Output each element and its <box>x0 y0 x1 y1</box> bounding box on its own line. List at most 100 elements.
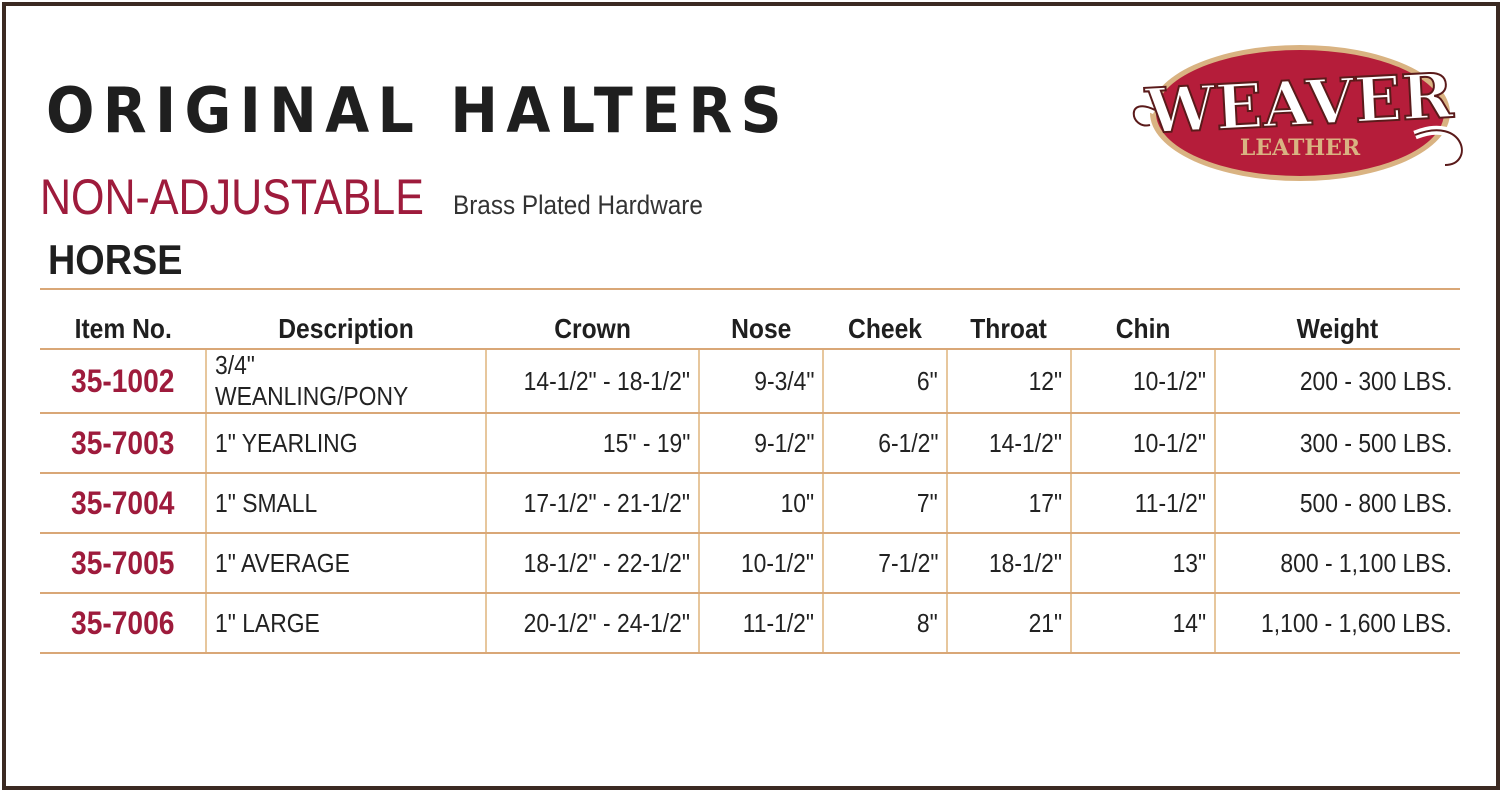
table-cell: 11-1/2" <box>698 593 823 654</box>
column-header: Chin <box>1071 310 1215 350</box>
cell-text: 3/4" WEANLING/PONY <box>215 350 409 411</box>
cell-text: 35-7005 <box>70 544 175 581</box>
cell-text: 11-1/2" <box>742 607 814 638</box>
cell-text: 35-7004 <box>70 484 175 521</box>
divider <box>40 288 1460 290</box>
category-heading: HORSE <box>48 236 183 283</box>
table-cell: 800 - 1,100 LBS. <box>1214 533 1460 594</box>
table-cell: 1" AVERAGE <box>205 533 486 594</box>
cell-text: 17-1/2" - 21-1/2" <box>523 487 690 518</box>
cell-text: 18-1/2" - 22-1/2" <box>523 547 690 578</box>
cell-text: 7" <box>917 487 938 518</box>
table-row: 35-7005 1" AVERAGE 18-1/2" - 22-1/2" 10-1/2… <box>40 533 1460 594</box>
table-cell: 14-1/2" - 18-1/2" <box>485 349 699 414</box>
cell-text: 35-7006 <box>70 604 175 641</box>
subtitle: NON-ADJUSTABLE <box>40 169 424 225</box>
table-cell: 500 - 800 LBS. <box>1214 473 1460 534</box>
table-cell: 17-1/2" - 21-1/2" <box>485 473 699 534</box>
cell-text: 9-3/4" <box>753 365 814 396</box>
item-number-cell: 35-7004 <box>40 473 206 534</box>
cell-text: 1" YEARLING <box>215 427 358 458</box>
cell-text: 7-1/2" <box>877 547 938 578</box>
cell-text: 10-1/2" <box>741 547 814 578</box>
table-row: 35-7006 1" LARGE 20-1/2" - 24-1/2" 11-1/2" 8… <box>40 593 1460 654</box>
column-header: Cheek <box>823 310 947 350</box>
cell-text: 14" <box>1172 607 1206 638</box>
table-row: 35-1002 3/4" WEANLING/PONY 14-1/2" - 18-1/… <box>40 349 1460 414</box>
hardware-label: Brass Plated Hardware <box>452 190 703 220</box>
cell-text: 12" <box>1028 365 1062 396</box>
cell-text: 6" <box>917 365 938 396</box>
cell-text: 10" <box>780 487 814 518</box>
table-header-row: Item No. Description Crown Nose Cheek Throat C… <box>40 310 1460 350</box>
cell-text: 1" AVERAGE <box>215 547 350 578</box>
table-cell: 1" YEARLING <box>205 413 486 474</box>
page-title: ORIGINAL HALTERS <box>46 74 790 147</box>
table-cell: 1" LARGE <box>205 593 486 654</box>
halter-size-table: Item No. Description Crown Nose Cheek Throat C… <box>40 310 1460 654</box>
table-cell: 8" <box>822 593 947 654</box>
cell-text: 35-1002 <box>70 362 175 399</box>
column-header-label: Nose <box>730 313 792 344</box>
cell-text: 8" <box>917 607 938 638</box>
table-cell: 7-1/2" <box>822 533 947 594</box>
cell-text: 17" <box>1028 487 1062 518</box>
table-cell: 17" <box>946 473 1071 534</box>
item-number-cell: 35-7005 <box>40 533 206 594</box>
item-number-cell: 35-7006 <box>40 593 206 654</box>
cell-text: 14-1/2" <box>989 427 1062 458</box>
cell-text: 21" <box>1028 607 1062 638</box>
cell-text: 14-1/2" - 18-1/2" <box>523 365 690 396</box>
cell-text: 10-1/2" <box>1133 427 1206 458</box>
table-cell: 7" <box>822 473 947 534</box>
table-cell: 11-1/2" <box>1070 473 1215 534</box>
table-cell: 10-1/2" <box>698 533 823 594</box>
column-header: Description <box>206 310 486 350</box>
column-header-label: Weight <box>1296 313 1379 344</box>
table-cell: 21" <box>946 593 1071 654</box>
logo-text-weaver: WEAVER <box>1143 59 1455 148</box>
table-cell: 1" SMALL <box>205 473 486 534</box>
table-cell: 14-1/2" <box>946 413 1071 474</box>
cell-text: 18-1/2" <box>989 547 1062 578</box>
column-header: Weight <box>1215 310 1460 350</box>
table-cell: 6" <box>822 349 947 414</box>
cell-text: 15" - 19" <box>602 427 690 458</box>
table-cell: 12" <box>946 349 1071 414</box>
table-cell: 9-1/2" <box>698 413 823 474</box>
logo-text-leather: LEATHER <box>1240 135 1361 161</box>
column-header: Nose <box>699 310 823 350</box>
cell-text: 11-1/2" <box>1134 487 1206 518</box>
table-cell: 18-1/2" <box>946 533 1071 594</box>
cell-text: 500 - 800 LBS. <box>1299 487 1452 518</box>
table-cell: 15" - 19" <box>485 413 699 474</box>
cell-text: 35-7003 <box>70 424 175 461</box>
table-cell: 200 - 300 LBS. <box>1214 349 1460 414</box>
column-header-label: Cheek <box>848 313 922 344</box>
table-row: 35-7004 1" SMALL 17-1/2" - 21-1/2" 10" 7" 17"… <box>40 473 1460 534</box>
table-cell: 18-1/2" - 22-1/2" <box>485 533 699 594</box>
cell-text: 9-1/2" <box>753 427 814 458</box>
column-header-label: Chin <box>1115 313 1171 344</box>
column-header: Crown <box>486 310 699 350</box>
column-header-label: Item No. <box>74 313 172 344</box>
item-number-cell: 35-7003 <box>40 413 206 474</box>
table-cell: 10" <box>698 473 823 534</box>
table-cell: 3/4" WEANLING/PONY <box>205 349 486 414</box>
cell-text: 1" LARGE <box>215 607 320 638</box>
cell-text: 6-1/2" <box>877 427 938 458</box>
cell-text: 1,100 - 1,600 LBS. <box>1261 607 1452 638</box>
table-cell: 300 - 500 LBS. <box>1214 413 1460 474</box>
table-cell: 14" <box>1070 593 1215 654</box>
cell-text: 300 - 500 LBS. <box>1299 427 1452 458</box>
column-header-label: Description <box>278 313 414 344</box>
table-row: 35-7003 1" YEARLING 15" - 19" 9-1/2" 6-1/2" 1… <box>40 413 1460 474</box>
cell-text: 13" <box>1172 547 1206 578</box>
table-cell: 6-1/2" <box>822 413 947 474</box>
column-header: Throat <box>947 310 1071 350</box>
cell-text: 200 - 300 LBS. <box>1299 365 1452 396</box>
column-header-label: Throat <box>970 313 1048 344</box>
column-header: Item No. <box>40 310 206 350</box>
subtitle-line: NON-ADJUSTABLE Brass Plated Hardware <box>40 168 730 226</box>
